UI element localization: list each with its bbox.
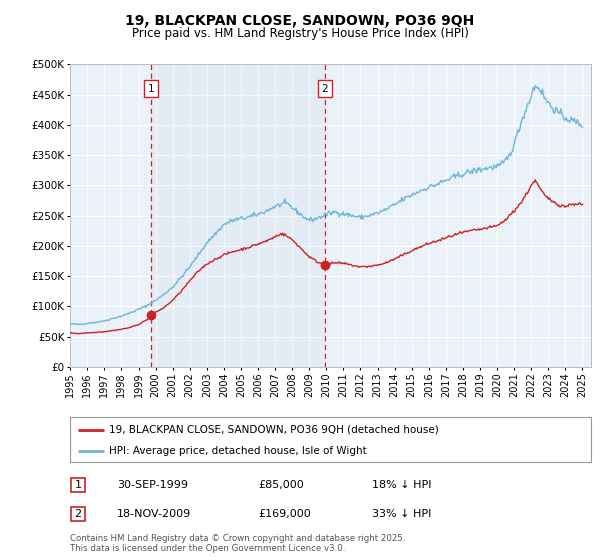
- Text: 2: 2: [74, 509, 82, 519]
- Text: Price paid vs. HM Land Registry's House Price Index (HPI): Price paid vs. HM Land Registry's House …: [131, 27, 469, 40]
- FancyBboxPatch shape: [71, 507, 85, 521]
- Text: 2: 2: [322, 83, 328, 94]
- Text: 1: 1: [148, 83, 155, 94]
- Bar: [151, 64, 325, 367]
- Text: HPI: Average price, detached house, Isle of Wight: HPI: Average price, detached house, Isle…: [109, 446, 367, 456]
- Text: 18-NOV-2009: 18-NOV-2009: [117, 509, 191, 519]
- FancyBboxPatch shape: [71, 478, 85, 492]
- Text: 18% ↓ HPI: 18% ↓ HPI: [372, 480, 431, 490]
- Text: 19, BLACKPAN CLOSE, SANDOWN, PO36 9QH: 19, BLACKPAN CLOSE, SANDOWN, PO36 9QH: [125, 14, 475, 28]
- Text: 33% ↓ HPI: 33% ↓ HPI: [372, 509, 431, 519]
- Text: 19, BLACKPAN CLOSE, SANDOWN, PO36 9QH (detached house): 19, BLACKPAN CLOSE, SANDOWN, PO36 9QH (d…: [109, 424, 439, 435]
- Text: £85,000: £85,000: [258, 480, 304, 490]
- Text: 30-SEP-1999: 30-SEP-1999: [117, 480, 188, 490]
- Text: £169,000: £169,000: [258, 509, 311, 519]
- FancyBboxPatch shape: [70, 417, 591, 462]
- Text: Contains HM Land Registry data © Crown copyright and database right 2025.
This d: Contains HM Land Registry data © Crown c…: [70, 534, 406, 553]
- Text: 1: 1: [74, 480, 82, 490]
